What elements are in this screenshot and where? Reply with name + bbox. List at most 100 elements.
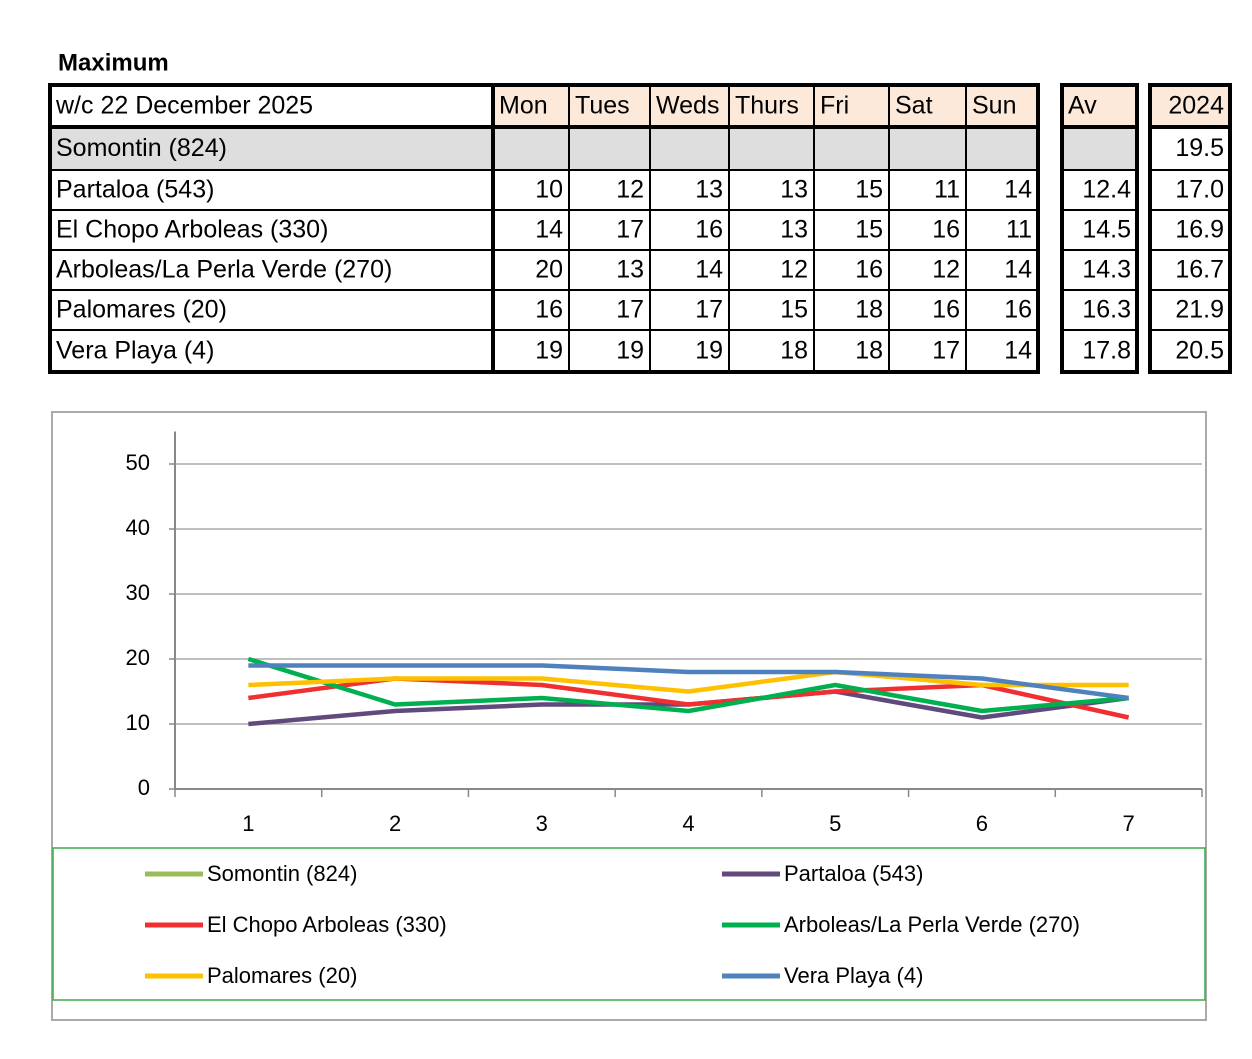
table-cell: 18 (780, 337, 808, 365)
table-cell: 15 (855, 176, 883, 204)
header-cell: Av (1068, 92, 1097, 120)
table-cell: 14 (1004, 337, 1032, 365)
table-cell: 20 (535, 256, 563, 284)
cell-bg (814, 127, 889, 170)
legend-label: Palomares (20) (207, 963, 357, 988)
cell-bg (1062, 85, 1137, 127)
header-cell: Sun (972, 92, 1016, 120)
table-cell: 14 (535, 216, 563, 244)
y-tick-label: 50 (126, 450, 150, 475)
table-cell: 17.8 (1082, 337, 1131, 365)
cell-bg (569, 85, 650, 127)
cell-bg (1062, 127, 1137, 170)
cell-bg (814, 85, 889, 127)
table-cell: 18 (855, 337, 883, 365)
cell-bg (729, 127, 814, 170)
table-cell: 17 (932, 337, 960, 365)
table-border (1148, 83, 1232, 374)
table-cell: Vera Playa (4) (56, 337, 214, 365)
table-border (48, 83, 1040, 374)
table-cell: 16.9 (1175, 216, 1224, 244)
table-cell: Palomares (20) (56, 296, 227, 324)
cell-bg (493, 127, 569, 170)
cell-bg (966, 127, 1038, 170)
table-cell: 16 (932, 296, 960, 324)
cell-bg (50, 127, 493, 170)
table-cell: 19 (695, 337, 723, 365)
table-cell: 14 (1004, 256, 1032, 284)
header-cell: Mon (499, 92, 548, 120)
x-tick-label: 6 (976, 811, 988, 836)
x-tick-label: 7 (1123, 811, 1135, 836)
cell-bg (650, 85, 729, 127)
header-cell: Weds (656, 92, 719, 120)
legend-frame (52, 847, 1206, 1001)
table-cell: Partaloa (543) (56, 176, 214, 204)
table-cell: 17 (695, 296, 723, 324)
table-cell: 13 (695, 176, 723, 204)
x-tick-label: 2 (389, 811, 401, 836)
table-cell: 11 (934, 176, 960, 204)
y-tick-label: 0 (138, 775, 150, 800)
header-cell: Sat (895, 92, 933, 120)
header-cell: w/c 22 December 2025 (55, 92, 313, 120)
table-cell: 20.5 (1175, 337, 1224, 365)
legend-label: El Chopo Arboleas (330) (207, 912, 447, 937)
table-cell: 13 (616, 256, 644, 284)
table-cell: El Chopo Arboleas (330) (56, 216, 328, 244)
y-tick-label: 30 (126, 580, 150, 605)
table-cell: 19 (535, 337, 563, 365)
header-cell: 2024 (1168, 92, 1224, 120)
cell-bg (493, 85, 569, 127)
table-cell: 13 (780, 216, 808, 244)
y-tick-label: 40 (126, 515, 150, 540)
x-tick-label: 1 (242, 811, 254, 836)
table-cell: 21.9 (1175, 296, 1224, 324)
chart-frame (51, 411, 1207, 1021)
table-cell: 14.3 (1082, 256, 1131, 284)
table-cell: 17.0 (1175, 176, 1224, 204)
cell-bg (889, 85, 966, 127)
table-cell: 18 (855, 296, 883, 324)
series-line (248, 663, 1129, 701)
y-tick-label: 20 (126, 645, 150, 670)
header-cell: Fri (820, 92, 849, 120)
header-cell: Tues (575, 92, 630, 120)
cell-bg (889, 127, 966, 170)
table-cell: 14 (1004, 176, 1032, 204)
x-tick-label: 4 (682, 811, 694, 836)
header-cell: Thurs (735, 92, 799, 120)
table-cell: Somontin (824) (56, 134, 227, 162)
table-cell: 16.3 (1082, 296, 1131, 324)
cell-bg (729, 85, 814, 127)
legend-label: Somontin (824) (207, 861, 357, 886)
x-tick-label: 3 (536, 811, 548, 836)
table-cell: 12 (616, 176, 644, 204)
table-cell: 16 (695, 216, 723, 244)
cell-bg (1150, 85, 1230, 127)
series-line (247, 656, 1129, 714)
table-cell: 12.4 (1082, 176, 1131, 204)
table-cell: 16.7 (1175, 256, 1224, 284)
table-title: Maximum (58, 49, 169, 76)
table-cell: 15 (855, 216, 883, 244)
table-cell: Arboleas/La Perla Verde (270) (56, 256, 392, 284)
table-cell: 14 (695, 256, 723, 284)
series-line (248, 669, 1129, 694)
cell-bg (966, 85, 1038, 127)
y-tick-label: 10 (126, 710, 150, 735)
table-cell: 17 (616, 216, 644, 244)
table-cell: 13 (780, 176, 808, 204)
table-cell: 16 (932, 216, 960, 244)
table-cell: 16 (855, 256, 883, 284)
table-cell: 12 (932, 256, 960, 284)
table-cell: 16 (535, 296, 563, 324)
table-cell: 14.5 (1082, 216, 1131, 244)
table-cell: 19.5 (1175, 134, 1224, 162)
legend-label: Arboleas/La Perla Verde (270) (784, 912, 1080, 937)
table-cell: 19 (616, 337, 644, 365)
cell-bg (569, 127, 650, 170)
table-cell: 10 (535, 176, 563, 204)
x-tick-label: 5 (829, 811, 841, 836)
